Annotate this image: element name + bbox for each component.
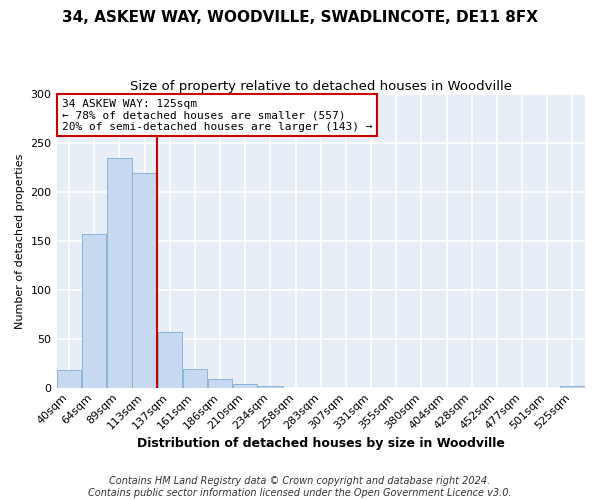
X-axis label: Distribution of detached houses by size in Woodville: Distribution of detached houses by size … [137,437,505,450]
Bar [258,386,283,388]
Bar [233,384,257,388]
Bar [82,234,106,388]
Title: Size of property relative to detached houses in Woodville: Size of property relative to detached ho… [130,80,512,93]
Text: 34, ASKEW WAY, WOODVILLE, SWADLINCOTE, DE11 8FX: 34, ASKEW WAY, WOODVILLE, SWADLINCOTE, D… [62,10,538,25]
Bar [208,379,232,388]
Bar [133,174,157,388]
Bar [57,370,82,388]
Bar [183,369,207,388]
Text: 34 ASKEW WAY: 125sqm
← 78% of detached houses are smaller (557)
20% of semi-deta: 34 ASKEW WAY: 125sqm ← 78% of detached h… [62,98,373,132]
Bar [107,158,131,388]
Bar [158,332,182,388]
Y-axis label: Number of detached properties: Number of detached properties [15,153,25,328]
Bar [560,386,584,388]
Text: Contains HM Land Registry data © Crown copyright and database right 2024.
Contai: Contains HM Land Registry data © Crown c… [88,476,512,498]
